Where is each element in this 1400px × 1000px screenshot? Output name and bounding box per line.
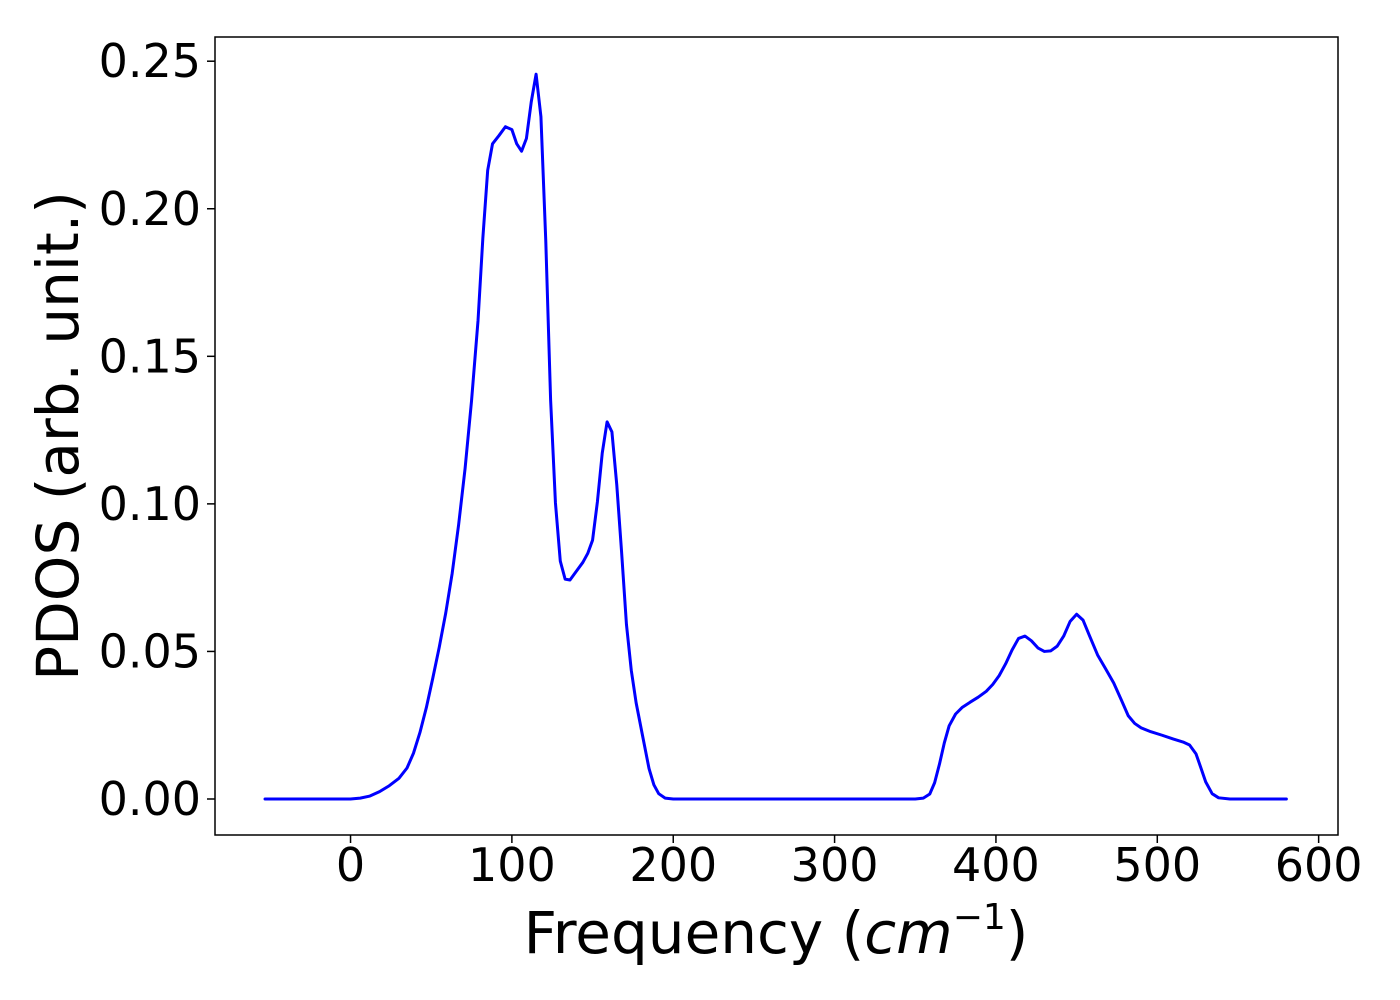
x-axis-title-math: cm <box>864 899 952 967</box>
x-axis-title: Frequency (cm−1) <box>524 897 1029 967</box>
x-axis-title-exponent: −1 <box>953 897 1006 938</box>
x-axis-title-text: Frequency ( <box>524 899 865 967</box>
x-axis-title-close: ) <box>1006 899 1029 967</box>
pdos-series-line <box>263 72 1288 801</box>
x-tick-label: 300 <box>791 838 879 892</box>
y-tick-label: 0.15 <box>99 329 201 383</box>
plot-background <box>215 37 1338 835</box>
x-tick-label: 500 <box>1113 838 1201 892</box>
x-tick-label: 200 <box>629 838 717 892</box>
y-tick-label: 0.10 <box>99 477 201 531</box>
plot-frame <box>214 36 1339 836</box>
x-tick-label: 0 <box>336 838 365 892</box>
x-tick-label: 100 <box>468 838 556 892</box>
tick-layer: 0 100 200 300 400 500 600 0.00 0.05 0.10 0.15 0.20 0… <box>99 34 1363 892</box>
y-tick-label: 0.00 <box>99 772 201 826</box>
y-tick-label: 0.05 <box>99 624 201 678</box>
y-tick-label: 0.25 <box>99 34 201 88</box>
x-tick-label: 600 <box>1275 838 1363 892</box>
y-tick-label: 0.20 <box>99 182 201 236</box>
x-tick-label: 400 <box>952 838 1040 892</box>
y-axis-title: PDOS (arb. unit.) <box>24 191 92 681</box>
series-layer <box>263 72 1288 801</box>
